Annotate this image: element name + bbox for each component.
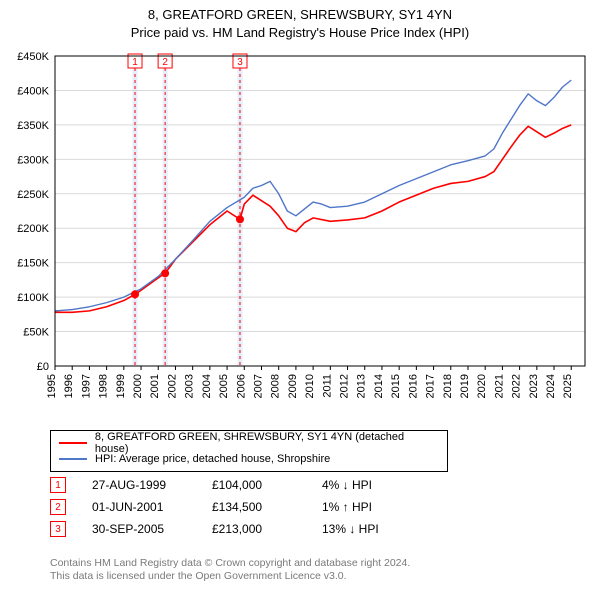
chart-title: 8, GREATFORD GREEN, SHREWSBURY, SY1 4YN …	[0, 0, 600, 41]
transaction-price: £134,500	[212, 500, 322, 514]
svg-text:2008: 2008	[270, 374, 282, 398]
svg-text:£0: £0	[37, 361, 49, 373]
transaction-delta: 1% ↑ HPI	[322, 500, 432, 514]
transaction-row: 3 30-SEP-2005 £213,000 13% ↓ HPI	[50, 518, 432, 540]
svg-text:2022: 2022	[511, 374, 523, 398]
legend-label-hpi: HPI: Average price, detached house, Shro…	[95, 453, 330, 465]
svg-text:2013: 2013	[356, 374, 368, 398]
svg-text:2006: 2006	[235, 374, 247, 398]
svg-text:2009: 2009	[287, 374, 299, 398]
svg-text:£50K: £50K	[23, 327, 49, 339]
svg-text:£150K: £150K	[17, 258, 49, 270]
svg-text:2004: 2004	[201, 374, 213, 398]
svg-text:1995: 1995	[46, 374, 58, 398]
svg-text:2021: 2021	[493, 374, 505, 398]
svg-text:1999: 1999	[115, 374, 127, 398]
footer-line-1: Contains HM Land Registry data © Crown c…	[50, 557, 410, 571]
transaction-date: 27-AUG-1999	[92, 478, 212, 492]
svg-text:1996: 1996	[63, 374, 75, 398]
legend-swatch-hpi	[59, 458, 87, 460]
svg-text:2002: 2002	[166, 374, 178, 398]
legend-swatch-subject	[59, 442, 87, 444]
svg-text:2010: 2010	[304, 374, 316, 398]
title-line-2: Price paid vs. HM Land Registry's House …	[0, 24, 600, 42]
svg-text:2025: 2025	[562, 374, 574, 398]
svg-text:2012: 2012	[339, 374, 351, 398]
legend-item-subject: 8, GREATFORD GREEN, SHREWSBURY, SY1 4YN …	[59, 435, 439, 451]
transaction-price: £213,000	[212, 522, 322, 536]
transaction-delta: 4% ↓ HPI	[322, 478, 432, 492]
svg-text:2005: 2005	[218, 374, 230, 398]
transaction-marker: 2	[50, 499, 66, 515]
svg-text:2016: 2016	[407, 374, 419, 398]
transaction-row: 1 27-AUG-1999 £104,000 4% ↓ HPI	[50, 474, 432, 496]
svg-text:£300K: £300K	[17, 154, 49, 166]
svg-text:1997: 1997	[80, 374, 92, 398]
svg-text:£250K: £250K	[17, 189, 49, 201]
transaction-marker: 1	[50, 477, 66, 493]
transactions-table: 1 27-AUG-1999 £104,000 4% ↓ HPI 2 01-JUN…	[50, 474, 432, 540]
footer-line-2: This data is licensed under the Open Gov…	[50, 570, 410, 584]
svg-text:£200K: £200K	[17, 223, 49, 235]
svg-text:£400K: £400K	[17, 85, 49, 97]
svg-text:2019: 2019	[459, 374, 471, 398]
transaction-delta: 13% ↓ HPI	[322, 522, 432, 536]
transaction-marker: 3	[50, 521, 66, 537]
svg-text:2024: 2024	[545, 374, 557, 398]
svg-text:2011: 2011	[321, 374, 333, 398]
transaction-date: 30-SEP-2005	[92, 522, 212, 536]
svg-text:1: 1	[132, 57, 138, 68]
svg-text:2020: 2020	[476, 374, 488, 398]
svg-text:2014: 2014	[373, 374, 385, 398]
legend: 8, GREATFORD GREEN, SHREWSBURY, SY1 4YN …	[50, 430, 448, 472]
svg-text:2: 2	[162, 57, 168, 68]
price-chart: £0 £50K £100K £150K £200K £250K £300K £350K £400…	[0, 46, 600, 424]
svg-text:2017: 2017	[425, 374, 437, 398]
transaction-row: 2 01-JUN-2001 £134,500 1% ↑ HPI	[50, 496, 432, 518]
svg-text:£450K: £450K	[17, 51, 49, 63]
svg-text:2007: 2007	[252, 374, 264, 398]
title-line-1: 8, GREATFORD GREEN, SHREWSBURY, SY1 4YN	[0, 6, 600, 24]
transaction-date: 01-JUN-2001	[92, 500, 212, 514]
svg-text:2001: 2001	[149, 374, 161, 398]
legend-label-subject: 8, GREATFORD GREEN, SHREWSBURY, SY1 4YN …	[95, 431, 439, 455]
svg-text:2003: 2003	[184, 374, 196, 398]
svg-text:1998: 1998	[98, 374, 110, 398]
svg-text:£100K: £100K	[17, 292, 49, 304]
figure-container: { "title_line1":"8, GREATFORD GREEN, SHR…	[0, 0, 600, 590]
svg-text:2015: 2015	[390, 374, 402, 398]
attribution-footer: Contains HM Land Registry data © Crown c…	[50, 557, 410, 584]
svg-text:2023: 2023	[528, 374, 540, 398]
transaction-price: £104,000	[212, 478, 322, 492]
svg-text:£350K: £350K	[17, 120, 49, 132]
svg-text:2018: 2018	[442, 374, 454, 398]
svg-text:2000: 2000	[132, 374, 144, 398]
svg-text:3: 3	[237, 57, 243, 68]
